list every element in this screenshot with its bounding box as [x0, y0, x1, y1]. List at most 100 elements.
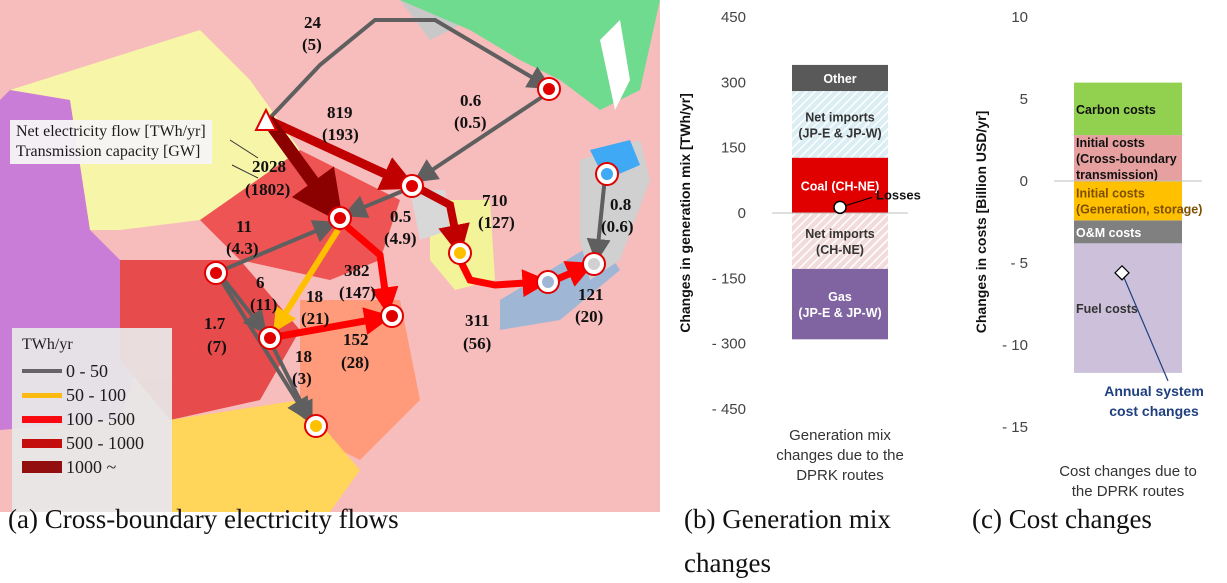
flow-label-0-8: 0.8 (0.6) [601, 195, 634, 236]
svg-text:(5): (5) [302, 35, 322, 54]
flow-label-2028: 2028 (1802) [245, 157, 290, 199]
annual-cost-leader-line [1121, 272, 1169, 382]
caption-b-line2: changes [684, 548, 771, 578]
annual-cost-marker [1114, 264, 1130, 281]
legend-label: 500 - 1000 [66, 432, 144, 453]
flow-label-121: 121 (20) [575, 285, 604, 326]
legend-swatch [22, 438, 62, 448]
flow-label-710: 710 (127) [478, 191, 515, 232]
svg-text:1.7: 1.7 [204, 314, 226, 333]
node-korea [448, 241, 472, 265]
svg-text:(20): (20) [575, 307, 603, 326]
map-panel: 24 (5) 819 (193) 0.6 (0.5) 2028 (1802) 710 (1… [0, 0, 660, 512]
node-china-west [204, 261, 228, 285]
leader-line-flow [229, 139, 259, 159]
russia-far-east-region [400, 0, 660, 110]
generation-mix-panel: Changes in generation mix [TWh/yr] 450 300… [668, 0, 938, 512]
map-legend: TWh/yr 0 - 50 50 - 100 100 - 500 500 - 1… [12, 328, 172, 512]
flow-label-311: 311 (56) [463, 311, 491, 353]
flow-arrow-0-8 [586, 176, 611, 263]
segment-label: Fuel costs [1076, 302, 1138, 316]
segment-label: (JP-E & JP-W) [798, 306, 881, 320]
caption-a: (a) Cross-boundary electricity flows [8, 504, 399, 534]
generation-mix-chart: Changes in generation mix [TWh/yr] 450 300… [677, 9, 921, 484]
flow-label-18-3: 18(3) [292, 347, 312, 388]
svg-text:11: 11 [236, 217, 252, 236]
stack-segment [792, 91, 888, 158]
y-axis-title: Changes in costs [Billion USD/yr] [973, 111, 989, 333]
svg-text:710: 710 [482, 191, 508, 210]
legend-item-3: 500 - 1000 [22, 432, 144, 454]
cost-changes-chart: Changes in costs [Billion USD/yr] 10 5 0 - 5… [973, 9, 1204, 500]
flow-annotation-box: Net electricity flow [TWh/yr] Transmissi… [10, 120, 212, 164]
flow-annotation-line1: Net electricity flow [TWh/yr] [16, 123, 206, 140]
legend-item-0: 0 - 50 [22, 360, 108, 382]
segment-label: (Cross-boundary [1076, 152, 1177, 166]
y-tick-label: 0 [738, 205, 746, 222]
svg-text:(193): (193) [322, 125, 359, 144]
flow-arrow-152 [274, 307, 393, 341]
svg-text:(147): (147) [339, 283, 376, 302]
category-label: Cost changes due to [1059, 463, 1197, 480]
legend-title: TWh/yr [22, 336, 73, 353]
category-label: changes due to the [776, 447, 904, 464]
category-label: DPRK routes [796, 467, 884, 484]
svg-text:(21): (21) [301, 309, 329, 328]
flow-arrow-24 [266, 18, 552, 122]
y-tick-label: - 300 [712, 336, 746, 353]
stack-segment [1074, 181, 1182, 221]
y-tick-label: 300 [721, 74, 746, 91]
flow-label-1-7: 1.7(7) [204, 314, 227, 356]
segment-label: Net imports [805, 110, 875, 124]
legend-swatch [22, 392, 62, 398]
y-tick-label: - 450 [712, 401, 746, 418]
annual-cost-label: Annual system [1104, 383, 1204, 399]
legend-swatch [22, 461, 62, 473]
legend-item-2: 100 - 500 [22, 408, 135, 430]
annual-cost-label: cost changes [1109, 403, 1199, 419]
y-tick-label: 5 [1020, 91, 1028, 108]
segment-label: transmission) [1076, 168, 1158, 182]
svg-text:(4.9): (4.9) [384, 229, 417, 248]
legend-label: 50 - 100 [66, 384, 126, 405]
segment-label: (CH-NE) [816, 243, 864, 257]
flow-arrow-2028 [262, 116, 344, 224]
flow-arrow-0-5 [342, 188, 406, 218]
category-label: Generation mix [789, 427, 891, 444]
flow-arrow-382 [342, 222, 399, 316]
node-china-south [304, 414, 328, 438]
svg-text:6: 6 [256, 273, 265, 292]
flow-arrow-710 [416, 184, 470, 257]
svg-text:(3): (3) [292, 369, 312, 388]
y-tick-label: - 5 [1010, 255, 1028, 272]
node-russia [537, 77, 561, 101]
flow-arrow-819 [266, 115, 418, 190]
svg-text:(1802): (1802) [245, 180, 290, 199]
segment-label: Carbon costs [1076, 103, 1156, 117]
segment-label: (Generation, storage) [1076, 203, 1202, 217]
stack-segment [1074, 82, 1182, 136]
y-axis-title: Changes in generation mix [TWh/yr] [677, 93, 693, 333]
svg-text:382: 382 [344, 261, 370, 280]
segment-label: Initial costs [1076, 136, 1145, 150]
segment-label: Net imports [805, 227, 875, 241]
segment-label: (JP-E & JP-W) [798, 126, 881, 140]
cost-changes-panel: Changes in costs [Billion USD/yr] 10 5 0 - 5… [950, 0, 1227, 512]
svg-text:18: 18 [306, 287, 323, 306]
losses-label: Losses [876, 187, 921, 202]
svg-text:(4.3): (4.3) [226, 239, 259, 258]
svg-text:(56): (56) [463, 334, 491, 353]
flow-label-24: 24(5) [302, 13, 322, 54]
y-tick-label: 150 [721, 140, 746, 157]
losses-marker [833, 200, 847, 215]
segment-label: Coal (CH-NE) [801, 179, 879, 193]
sakhalin-region [600, 20, 630, 110]
svg-text:(28): (28) [341, 353, 369, 372]
stack-segment [792, 268, 888, 340]
y-tick-label: 0 [1020, 173, 1028, 190]
flow-arrow-0-6 [413, 93, 547, 183]
node-china-central [328, 206, 352, 230]
svg-text:0.5: 0.5 [390, 207, 411, 226]
legend-label: 1000 ~ [66, 456, 117, 477]
node-japan-east [582, 252, 606, 276]
